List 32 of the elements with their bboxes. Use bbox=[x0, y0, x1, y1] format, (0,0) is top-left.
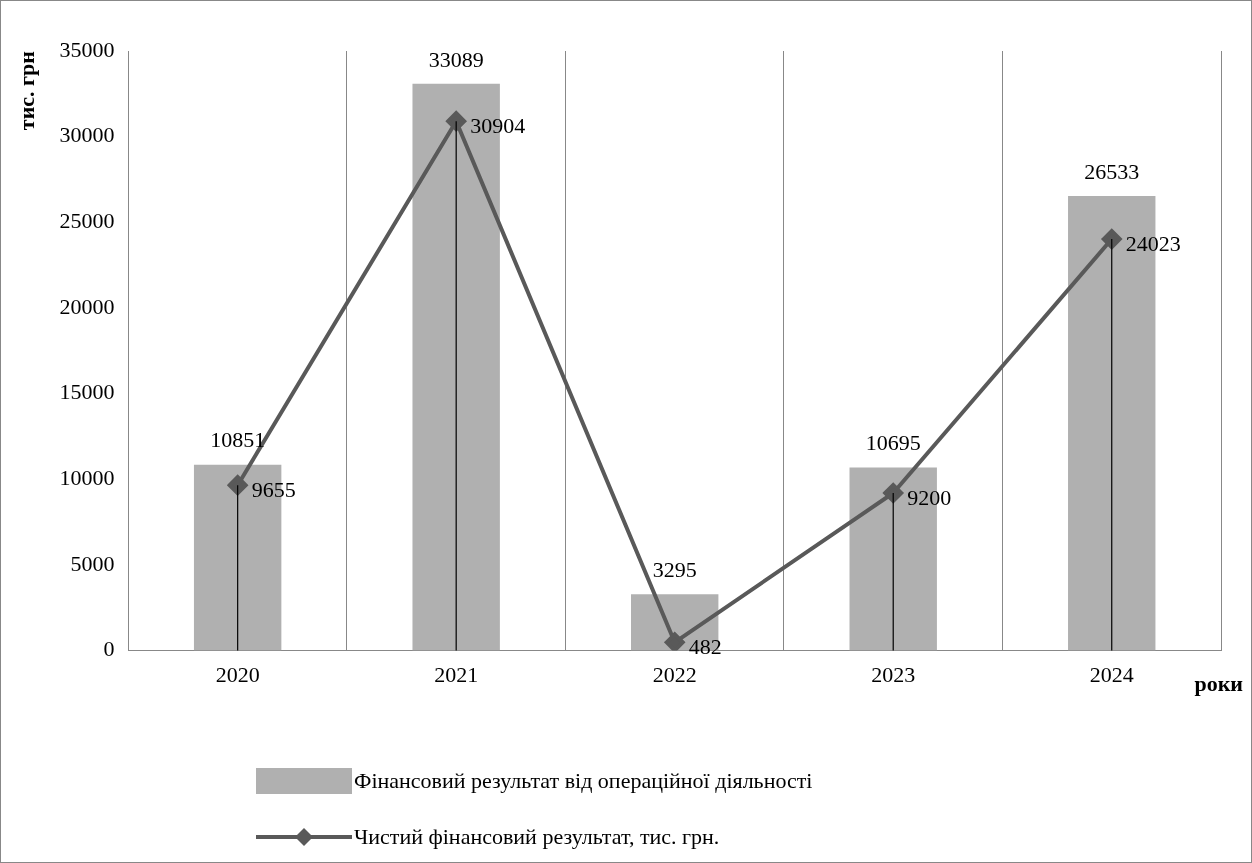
point bbox=[1101, 229, 1122, 250]
point bbox=[883, 482, 904, 503]
y-tick-label: 10000 bbox=[59, 465, 115, 491]
data-label: 9200 bbox=[907, 484, 952, 510]
y-tick-label: 15000 bbox=[59, 379, 115, 405]
y-tick-label: 35000 bbox=[59, 36, 115, 62]
data-label: 26533 bbox=[1084, 158, 1140, 184]
point bbox=[664, 632, 685, 651]
data-label: 10851 bbox=[210, 427, 266, 453]
x-tick-label: 2023 bbox=[871, 661, 916, 687]
x-axis-title: роки bbox=[1194, 671, 1244, 697]
data-label: 482 bbox=[688, 634, 722, 660]
legend-label: Чистий фінансовий результат, тис. грн. bbox=[354, 824, 720, 850]
data-label: 24023 bbox=[1125, 230, 1181, 256]
y-tick-label: 25000 bbox=[59, 208, 115, 234]
x-tick-label: 2020 bbox=[215, 661, 260, 687]
point bbox=[446, 111, 467, 132]
x-tick-label: 2024 bbox=[1089, 661, 1134, 687]
data-label: 10695 bbox=[865, 430, 921, 456]
legend-label: Фінансовий результат від операційної діяльності bbox=[354, 768, 813, 794]
y-axis-title: тис. грн bbox=[13, 50, 39, 131]
data-label: 30904 bbox=[470, 112, 526, 138]
data-label: 9655 bbox=[251, 476, 296, 502]
data-label: 3295 bbox=[652, 556, 697, 582]
data-label: 33089 bbox=[428, 46, 484, 72]
y-tick-label: 20000 bbox=[59, 293, 115, 319]
y-tick-label: 0 bbox=[103, 636, 115, 662]
y-tick-label: 5000 bbox=[70, 550, 115, 576]
y-tick-label: 30000 bbox=[59, 122, 115, 148]
point bbox=[227, 475, 248, 496]
x-tick-label: 2022 bbox=[652, 661, 697, 687]
x-tick-label: 2021 bbox=[434, 661, 479, 687]
